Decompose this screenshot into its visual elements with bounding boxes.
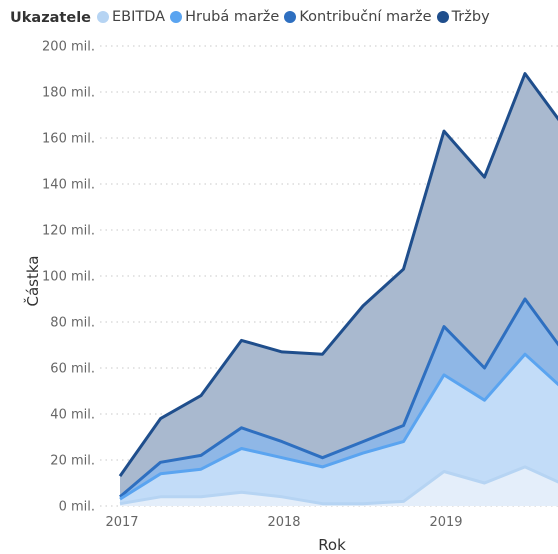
legend-entry[interactable]: Tržby [436, 9, 490, 25]
y-tick-label: 180 mil. [42, 86, 95, 101]
y-tick-label: 80 mil. [50, 316, 95, 331]
legend-label: EBITDA [112, 9, 166, 25]
x-axis-title: Rok [318, 536, 346, 554]
legend-entries: EBITDA Hrubá marže Kontribuční marže Tržby [97, 9, 495, 27]
y-tick-label: 200 mil. [42, 40, 95, 55]
x-axis-ticks: 2017 2018 2019 [105, 515, 462, 530]
x-tick-label: 2018 [267, 515, 300, 530]
series-area-3 [120, 466, 558, 506]
y-tick-label: 20 mil. [50, 454, 95, 469]
y-axis-ticks: 0 mil. 20 mil. 40 mil. 60 mil. 80 mil. 100 mi… [42, 40, 95, 515]
legend-swatch-icon [284, 11, 297, 23]
y-tick-label: 40 mil. [50, 408, 95, 423]
series-lines [118, 72, 558, 506]
x-tick-label: 2017 [105, 515, 138, 530]
y-tick-label: 160 mil. [42, 132, 95, 147]
legend-label: Kontribuční marže [299, 9, 432, 25]
series-line-3 [119, 465, 558, 506]
y-tick-label: 120 mil. [42, 224, 95, 239]
y-axis-title: Částka [23, 256, 42, 307]
legend-entry[interactable]: EBITDA [97, 9, 165, 25]
legend-label: Tržby [451, 9, 490, 25]
y-tick-label: 60 mil. [50, 362, 95, 377]
series-areas [120, 73, 558, 506]
x-tick-label: 2019 [429, 515, 462, 530]
legend-entry[interactable]: Kontribuční marže [284, 9, 432, 25]
series-line-0 [118, 72, 558, 477]
legend-swatch-icon [436, 11, 449, 23]
series-area-2 [120, 354, 558, 506]
y-tick-label: 100 mil. [42, 270, 95, 285]
legend-swatch-icon [170, 11, 183, 23]
series-line-1 [119, 297, 558, 498]
legend-entry[interactable]: Hrubá marže [170, 9, 279, 25]
legend-label: Hrubá marže [185, 9, 280, 25]
legend: Ukazatele EBITDA Hrubá marže Kontribuční m… [10, 7, 495, 29]
legend-title: Ukazatele [10, 10, 91, 26]
series-line-2 [119, 352, 558, 501]
y-tick-label: 140 mil. [42, 178, 95, 193]
legend-swatch-icon [97, 11, 109, 23]
y-tick-label: 0 mil. [59, 500, 95, 515]
